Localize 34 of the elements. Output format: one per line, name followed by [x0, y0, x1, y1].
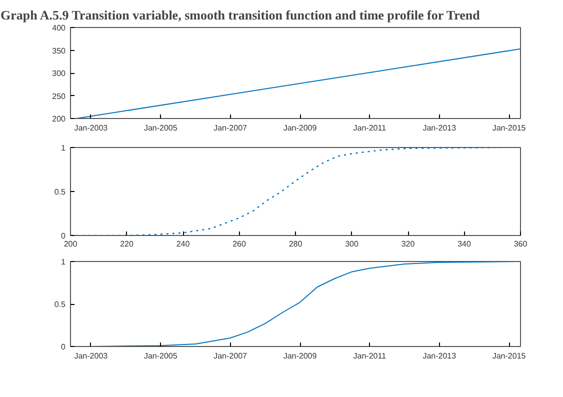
y-tick-label: 1: [61, 258, 66, 266]
x-tick-label: Jan-2003: [74, 352, 108, 360]
x-tick-label: 340: [458, 240, 472, 248]
x-tick-label: Jan-2013: [422, 352, 457, 360]
x-tick-label: Jan-2015: [492, 352, 526, 360]
y-tick-label: 200: [52, 114, 66, 124]
y-tick-label: 350: [52, 46, 66, 56]
y-tick-label: 0.5: [54, 188, 66, 196]
y-tick-label: 400: [52, 24, 66, 32]
x-tick-label: Jan-2007: [214, 124, 248, 132]
y-tick-label: 300: [52, 69, 66, 78]
chart-title: Graph A.5.9 Transition variable, smooth transition function and time profile for Trend: [0, 8, 481, 22]
y-tick-label: 0.5: [54, 300, 66, 309]
x-tick-label: 220: [120, 240, 134, 248]
y-tick-label: 0: [61, 342, 66, 352]
x-tick-label: Jan-2003: [74, 124, 108, 132]
y-tick-label: 250: [52, 92, 66, 101]
x-tick-label: 260: [232, 240, 246, 248]
x-tick-label: Jan-2011: [353, 352, 387, 360]
x-tick-label: Jan-2015: [492, 124, 526, 132]
x-tick-label: Jan-2009: [283, 124, 318, 132]
x-tick-label: 240: [176, 240, 190, 248]
x-tick-label: 280: [288, 240, 303, 248]
x-tick-label: Jan-2007: [214, 352, 248, 360]
y-tick-label: 1: [61, 144, 66, 152]
y-tick-label: 0: [61, 232, 66, 240]
x-tick-label: Jan-2013: [422, 124, 457, 132]
x-tick-label: Jan-2005: [144, 124, 178, 132]
x-tick-label: Jan-2011: [353, 124, 387, 132]
x-tick-label: 360: [514, 240, 528, 248]
x-tick-label: Jan-2009: [283, 352, 318, 360]
x-tick-label: 300: [345, 240, 359, 248]
x-tick-label: 320: [401, 240, 416, 248]
x-tick-label: Jan-2005: [144, 352, 178, 360]
